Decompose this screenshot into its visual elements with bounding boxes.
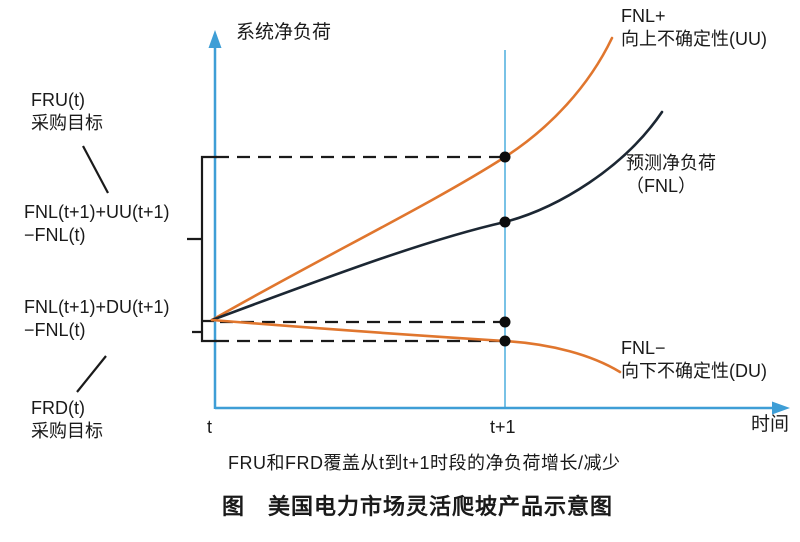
label-fnl-plus-line1: FNL+: [621, 6, 666, 26]
dot-fnl-t1: [499, 216, 511, 228]
label-fnl-minus-line1: FNL−: [621, 338, 666, 358]
figure-title: 图 美国电力市场灵活爬坡产品示意图: [222, 494, 614, 519]
dot-fnl-minus-t1: [499, 335, 511, 347]
label-fru-line1: FRU(t): [31, 90, 85, 110]
label-uu-formula-line1: FNL(t+1)+UU(t+1): [24, 202, 170, 222]
label-fnl-forecast: 预测净负荷 （FNL）: [626, 152, 716, 198]
x-tick-t-plus-1: t+1: [490, 417, 516, 437]
label-fru-line2: 采购目标: [31, 113, 103, 133]
label-fnl-minus-line2: 向下不确定性(DU): [621, 361, 767, 381]
frd-leader-line: [76, 355, 107, 393]
y-axis-title: 系统净负荷: [236, 22, 332, 43]
label-fnl-forecast-line1: 预测净负荷: [626, 153, 716, 173]
dot-fnl-plus-t1: [499, 151, 511, 163]
label-fnl-forecast-line2: （FNL）: [626, 176, 697, 196]
label-fnl-plus-line2: 向上不确定性(UU): [621, 29, 767, 49]
label-fnl-minus: FNL− 向下不确定性(DU): [621, 337, 767, 383]
label-uu-formula: FNL(t+1)+UU(t+1) −FNL(t): [24, 201, 170, 247]
curve-fnl-forecast: [210, 110, 664, 322]
dot-fnl-t-level: [499, 316, 511, 328]
label-fnl-plus: FNL+ 向上不确定性(UU): [621, 5, 767, 51]
label-du-formula: FNL(t+1)+DU(t+1) −FNL(t): [24, 296, 170, 342]
x-tick-t: t: [207, 417, 213, 437]
x-axis-arrow-icon: [772, 401, 790, 415]
figure-caption: FRU和FRD覆盖从t到t+1时段的净负荷增长/减少: [228, 453, 621, 473]
label-frd-target: FRD(t) 采购目标: [31, 397, 103, 443]
label-du-formula-line2: −FNL(t): [24, 320, 86, 340]
label-frd-line1: FRD(t): [31, 398, 85, 418]
label-du-formula-line1: FNL(t+1)+DU(t+1): [24, 297, 170, 317]
curve-fnl-plus: [210, 36, 614, 322]
label-fru-target: FRU(t) 采购目标: [31, 89, 103, 135]
procurement-bracket: [187, 155, 217, 343]
x-axis-title: 时间: [751, 414, 790, 435]
label-frd-line2: 采购目标: [31, 421, 103, 441]
label-uu-formula-line2: −FNL(t): [24, 225, 86, 245]
curve-fnl-minus: [210, 318, 622, 374]
y-axis-arrow-icon: [208, 30, 222, 48]
fru-leader-line: [82, 145, 109, 194]
